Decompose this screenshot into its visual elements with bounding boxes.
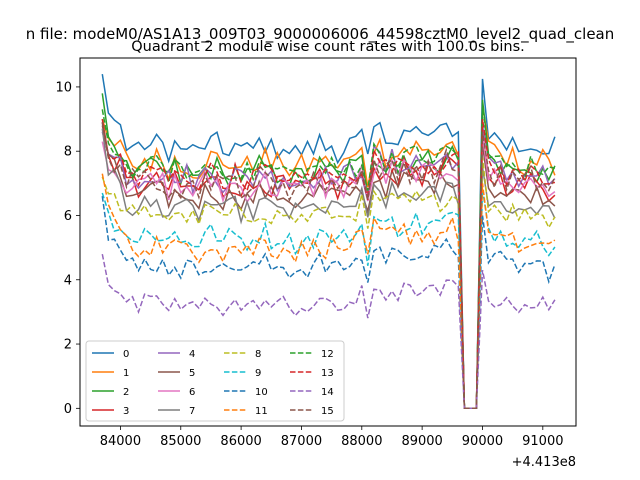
legend-label-9: 9 [255,368,261,379]
legend-label-6: 6 [189,387,195,398]
series-layer [101,73,556,410]
legend-label-3: 3 [123,406,129,417]
y-tick-label: 10 [55,80,72,95]
legend-label-1: 1 [123,368,129,379]
y-tick-label: 4 [64,273,72,288]
x-tick-label: 89000 [401,434,442,449]
x-tick-label: 84000 [100,434,141,449]
x-tick-label: 87000 [281,434,322,449]
legend-label-11: 11 [255,406,268,417]
legend-label-4: 4 [189,349,195,360]
y-axis: 0 2 4 6 8 10 [55,80,80,417]
series-line-12 [101,102,556,410]
series-line-13 [101,118,556,410]
plot-frame [79,57,577,427]
series-line-11 [101,173,556,410]
x-tick-label: 85000 [160,434,201,449]
x-tick-label: 91000 [522,434,563,449]
x-tick-label: 88000 [341,434,382,449]
legend-box [85,340,345,422]
legend-label-2: 2 [123,387,129,398]
legend-label-10: 10 [255,387,268,398]
figure-suptitle: n file: modeM0/AS1A13_009T03_9000006006_… [26,25,615,44]
legend-label-12: 12 [321,349,334,360]
y-tick-label: 2 [64,338,72,353]
y-tick-label: 0 [64,402,72,417]
legend-label-15: 15 [321,406,334,417]
series-line-10 [101,196,556,410]
legend-label-5: 5 [189,368,195,379]
series-line-14 [101,253,556,410]
legend-label-13: 13 [321,368,334,379]
legend-label-7: 7 [189,406,195,417]
y-tick-label: 8 [64,145,72,160]
legend-label-14: 14 [321,387,334,398]
x-axis: 84000 85000 86000 87000 88000 89000 90000 91000 [100,426,563,449]
legend-label-8: 8 [255,349,261,360]
chart-title: Quadrant 2 module wise count rates with … [131,39,525,55]
legend-label-0: 0 [123,349,129,360]
y-tick-label: 6 [64,209,72,224]
series-line-15 [101,122,556,410]
x-axis-offset-label: +4.413e8 [512,455,576,470]
x-tick-label: 86000 [220,434,261,449]
x-tick-label: 90000 [462,434,503,449]
